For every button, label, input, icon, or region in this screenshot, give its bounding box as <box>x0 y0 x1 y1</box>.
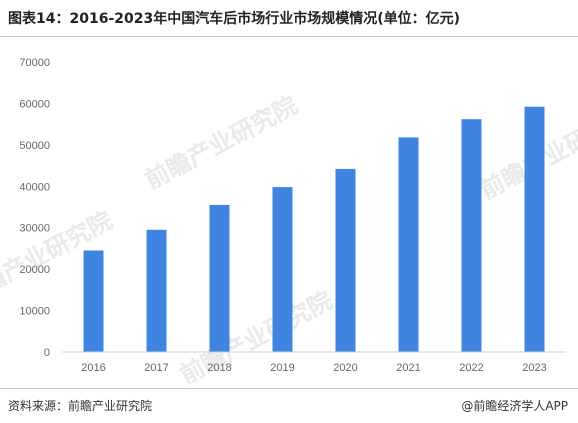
x-tick-label: 2020 <box>333 362 357 374</box>
x-tick-label: 2023 <box>522 362 546 374</box>
y-tick-label: 0 <box>44 347 50 359</box>
bar-2016 <box>84 251 104 353</box>
y-tick-label: 30000 <box>19 223 50 235</box>
x-tick-label: 2021 <box>396 362 420 374</box>
source-note: 资料来源：前瞻产业研究院 <box>8 397 152 414</box>
watermark-text: 前瞻产业研究院 <box>141 91 302 195</box>
bar-2023 <box>525 107 545 352</box>
x-tick-label: 2016 <box>81 362 105 374</box>
bar-2020 <box>336 169 356 352</box>
y-tick-label: 40000 <box>19 181 50 193</box>
bar-2022 <box>462 119 482 352</box>
watermark-text: 前瞻产业研究院 <box>176 286 337 388</box>
x-tick-label: 2019 <box>270 362 294 374</box>
x-tick-label: 2022 <box>459 362 483 374</box>
y-tick-label: 10000 <box>19 306 50 318</box>
x-tick-label: 2018 <box>207 362 231 374</box>
credit-note: @前瞻经济学人APP <box>461 397 568 414</box>
bar-2021 <box>399 137 419 352</box>
y-tick-label: 60000 <box>19 98 50 110</box>
bar-2019 <box>273 187 293 352</box>
y-tick-label: 70000 <box>19 57 50 69</box>
x-axis: 2016 2017 2018 2019 2020 2021 2022 2023 <box>62 352 566 374</box>
y-tick-label: 50000 <box>19 140 50 152</box>
footer-divider <box>0 388 578 389</box>
x-tick-label: 2017 <box>144 362 168 374</box>
bar-2017 <box>147 230 167 352</box>
bar-2018 <box>210 205 230 352</box>
y-tick-label: 20000 <box>19 264 50 276</box>
y-axis: 0 10000 20000 30000 40000 50000 60000 70000 <box>19 57 50 359</box>
bar-chart: 前瞻产业研究院前瞻产业研究院前瞻产业研究院前瞻产业研究院 01000020000… <box>0 0 578 388</box>
